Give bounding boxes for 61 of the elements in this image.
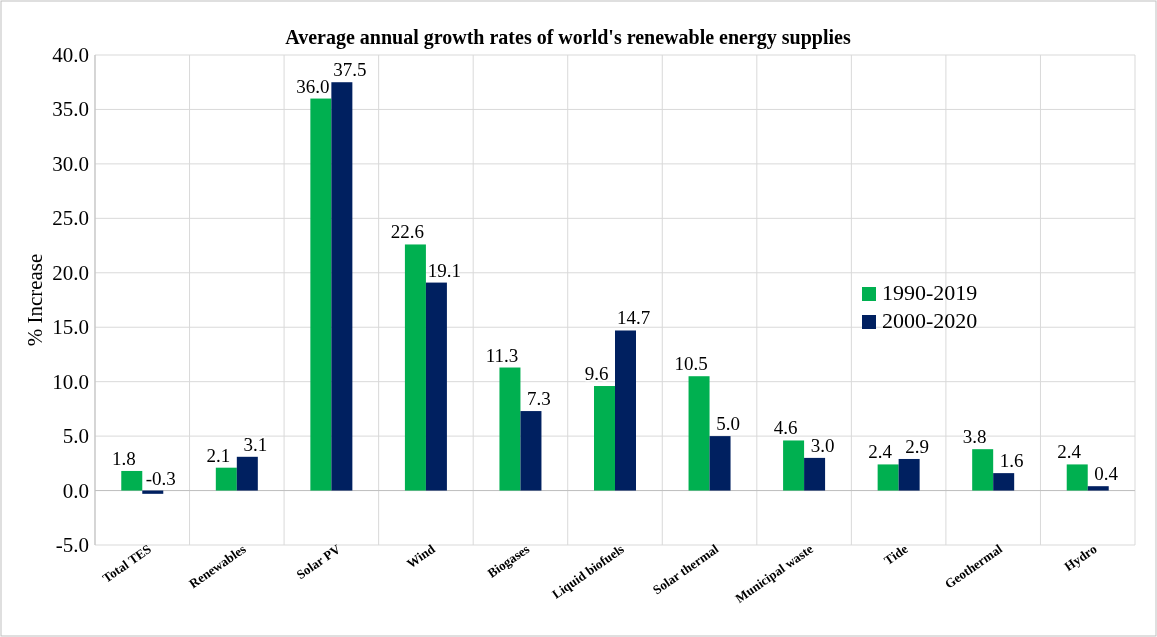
- data-label: 3.1: [243, 433, 268, 455]
- bar: [1087, 486, 1109, 491]
- data-label: 3.0: [810, 434, 835, 456]
- bar: [972, 449, 994, 491]
- y-tick-label: 35.0: [52, 97, 89, 122]
- bar: [688, 376, 710, 491]
- y-tick-label: 5.0: [62, 424, 89, 449]
- data-label: 4.6: [773, 417, 798, 439]
- y-tick-label: 40.0: [52, 43, 89, 67]
- bar: [709, 436, 731, 491]
- data-label: 3.8: [962, 426, 987, 448]
- legend-label: 1990-2019: [882, 280, 978, 305]
- bar: [898, 458, 920, 491]
- bar: [1066, 464, 1088, 491]
- bar: [331, 82, 353, 491]
- data-label: 7.3: [527, 388, 551, 410]
- bar: [877, 464, 899, 491]
- data-label: 2.4: [868, 441, 893, 463]
- bar: [142, 490, 164, 494]
- bar: [310, 98, 332, 491]
- y-tick-label: 10.0: [52, 369, 89, 394]
- data-label: 37.5: [333, 59, 367, 81]
- data-label: 19.1: [427, 259, 462, 281]
- y-tick-label: 15.0: [52, 315, 89, 340]
- bar: [121, 470, 143, 491]
- bar: [993, 473, 1015, 491]
- chart-title: Average annual growth rates of world's renewable energy supplies: [285, 26, 851, 49]
- data-label: 1.6: [999, 450, 1024, 472]
- y-tick-label: 30.0: [52, 151, 89, 176]
- x-tick-label: Tide: [881, 541, 911, 568]
- data-label: 10.5: [674, 353, 708, 375]
- data-label: 9.6: [584, 363, 609, 385]
- bar: [615, 330, 636, 491]
- bar: [804, 457, 826, 491]
- bar: [425, 282, 447, 491]
- y-tick-label: 20.0: [52, 260, 89, 285]
- data-label: 2.1: [206, 444, 231, 466]
- bar: [499, 367, 521, 491]
- bar: [236, 456, 258, 491]
- data-label: 11.3: [485, 344, 519, 366]
- x-tick-label: Total TES: [99, 541, 154, 586]
- data-label: 0.4: [1094, 463, 1119, 485]
- bar: [594, 386, 615, 491]
- bar: [783, 440, 805, 491]
- y-tick-label: 0.0: [62, 478, 89, 503]
- x-tick-label: Solar PV: [293, 540, 344, 583]
- legend-label: 2000-2020: [882, 308, 978, 333]
- data-label: 22.6: [390, 221, 425, 243]
- y-axis-title: % Increase: [23, 253, 47, 347]
- data-label: 36.0: [296, 75, 330, 97]
- bar: [404, 244, 426, 491]
- data-label: -0.3: [145, 467, 176, 489]
- y-tick-label: 25.0: [52, 206, 89, 231]
- bar: [215, 467, 237, 491]
- data-label: 2.9: [905, 435, 930, 457]
- data-label: 14.7: [616, 307, 651, 329]
- data-label: 2.4: [1057, 441, 1082, 463]
- data-label: 5.0: [716, 413, 740, 435]
- data-label: 1.8: [111, 447, 136, 469]
- y-tick-label: -5.0: [55, 533, 89, 557]
- bar: [520, 411, 542, 491]
